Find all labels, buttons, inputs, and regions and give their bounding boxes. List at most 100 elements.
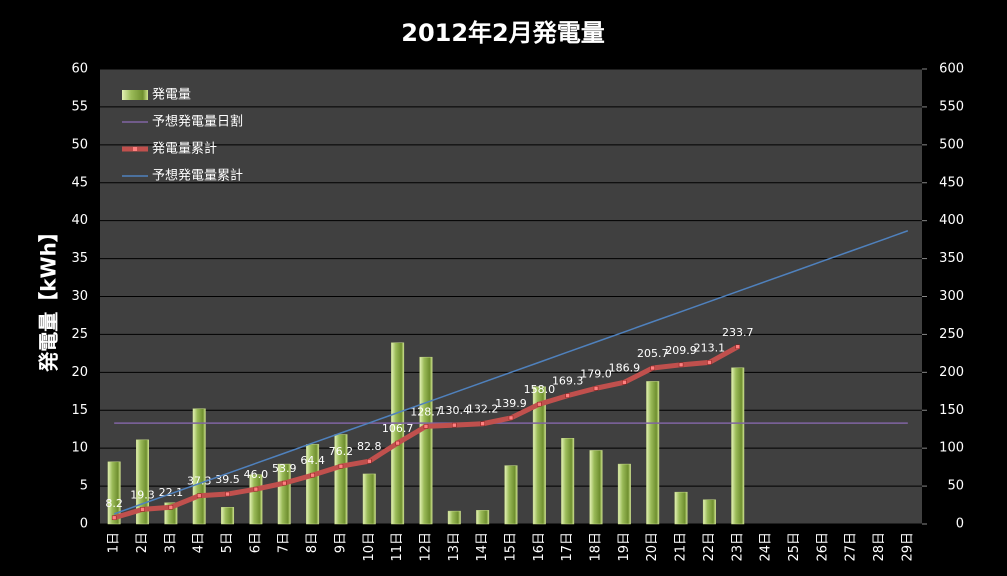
marker — [678, 362, 684, 368]
bar — [249, 474, 263, 525]
marker — [622, 380, 627, 385]
marker — [537, 401, 542, 407]
y2-tick-label: 250 — [939, 327, 964, 342]
marker — [735, 344, 741, 350]
data-label: 46.0 — [244, 468, 269, 481]
x-tick-label: 26日 — [815, 532, 830, 562]
marker — [281, 480, 287, 486]
data-label: 132.2 — [467, 403, 499, 416]
x-tick-label: 1日 — [107, 532, 122, 553]
bar — [362, 473, 376, 525]
x-tick-label: 20日 — [645, 532, 660, 562]
y2-tick-label: 600 — [939, 62, 964, 77]
y-tick-label: 30 — [71, 289, 88, 304]
bar — [504, 465, 518, 525]
y-tick-label: 60 — [71, 62, 88, 77]
marker — [452, 422, 457, 428]
x-tick-label: 17日 — [560, 532, 575, 562]
y-tick-label: 50 — [71, 137, 88, 152]
x-tick-label: 28日 — [872, 532, 887, 562]
bar — [561, 438, 575, 525]
x-tick-label: 7日 — [277, 532, 292, 553]
y-tick-label: 5 — [80, 479, 88, 494]
y-axis-label: 発電量【kWh】 — [37, 222, 61, 373]
x-tick-label: 15日 — [504, 532, 519, 562]
data-label: 139.9 — [495, 397, 527, 410]
bar — [107, 461, 121, 525]
y-tick-label: 10 — [71, 441, 88, 456]
y2-tick-label: 150 — [939, 403, 964, 418]
series-line — [113, 230, 909, 515]
chart-title: 2012年2月発電量 — [401, 19, 605, 47]
y2-tick-label: 0 — [956, 517, 964, 532]
bar — [221, 507, 235, 525]
x-tick-label: 16日 — [532, 532, 547, 562]
x-tick-label: 13日 — [447, 532, 462, 562]
legend-marker — [133, 147, 137, 151]
data-label: 76.2 — [329, 445, 354, 458]
bar — [532, 386, 546, 525]
marker — [480, 421, 485, 426]
data-label: 37.3 — [187, 475, 212, 488]
y-tick-label: 25 — [71, 327, 88, 342]
bar — [702, 499, 716, 525]
x-tick-label: 24日 — [759, 532, 774, 562]
x-tick-label: 12日 — [418, 532, 433, 562]
bar — [617, 463, 631, 525]
marker — [395, 440, 400, 446]
bar — [277, 463, 291, 525]
x-tick-label: 27日 — [844, 532, 859, 562]
data-label: 128.7 — [410, 405, 442, 418]
bar — [646, 381, 660, 525]
bar — [306, 444, 320, 525]
y-tick-label: 20 — [71, 365, 88, 380]
data-label: 158.0 — [524, 383, 556, 396]
bar — [674, 491, 688, 525]
data-label: 82.8 — [357, 440, 382, 453]
y-tick-label: 0 — [80, 517, 88, 532]
x-tick-label: 11日 — [390, 532, 405, 562]
marker — [367, 458, 372, 464]
x-tick-label: 22日 — [702, 532, 717, 562]
marker — [593, 386, 599, 391]
legend-label: 予想発電量累計 — [152, 168, 243, 184]
marker — [423, 424, 429, 429]
y2-tick-label: 350 — [939, 251, 964, 266]
marker — [650, 365, 655, 371]
marker — [508, 415, 514, 421]
data-label: 213.1 — [694, 341, 726, 354]
x-tick-label: 3日 — [163, 532, 178, 553]
data-label: 205.7 — [637, 347, 669, 360]
x-tick-label: 19日 — [617, 532, 632, 562]
data-label: 209.9 — [665, 344, 697, 357]
bar — [476, 510, 490, 525]
y2-tick-label: 200 — [939, 365, 964, 380]
data-label: 8.2 — [105, 497, 123, 510]
x-tick-label: 5日 — [220, 532, 235, 553]
x-tick-label: 21日 — [674, 532, 689, 562]
data-label: 64.4 — [300, 454, 325, 467]
data-label: 53.9 — [272, 462, 297, 475]
bar — [419, 356, 433, 525]
y2-tick-label: 550 — [939, 99, 964, 114]
y2-tick-label: 400 — [939, 213, 964, 228]
x-tick-label: 25日 — [787, 532, 802, 562]
marker — [565, 393, 570, 398]
bar — [391, 342, 405, 525]
legend-swatch — [122, 90, 148, 100]
data-label: 233.7 — [722, 326, 754, 339]
legend-label: 予想発電量日割 — [152, 114, 243, 130]
bar — [192, 408, 206, 525]
data-label: 169.3 — [552, 375, 584, 388]
data-label: 186.9 — [609, 361, 641, 374]
marker — [310, 472, 315, 478]
marker — [168, 504, 174, 510]
y2-tick-label: 100 — [939, 441, 964, 456]
x-tick-label: 8日 — [305, 532, 320, 553]
data-label: 130.4 — [439, 404, 471, 417]
y2-tick-label: 300 — [939, 289, 964, 304]
marker — [253, 486, 259, 492]
marker — [707, 360, 712, 365]
bar — [447, 510, 461, 525]
marker — [140, 507, 145, 512]
